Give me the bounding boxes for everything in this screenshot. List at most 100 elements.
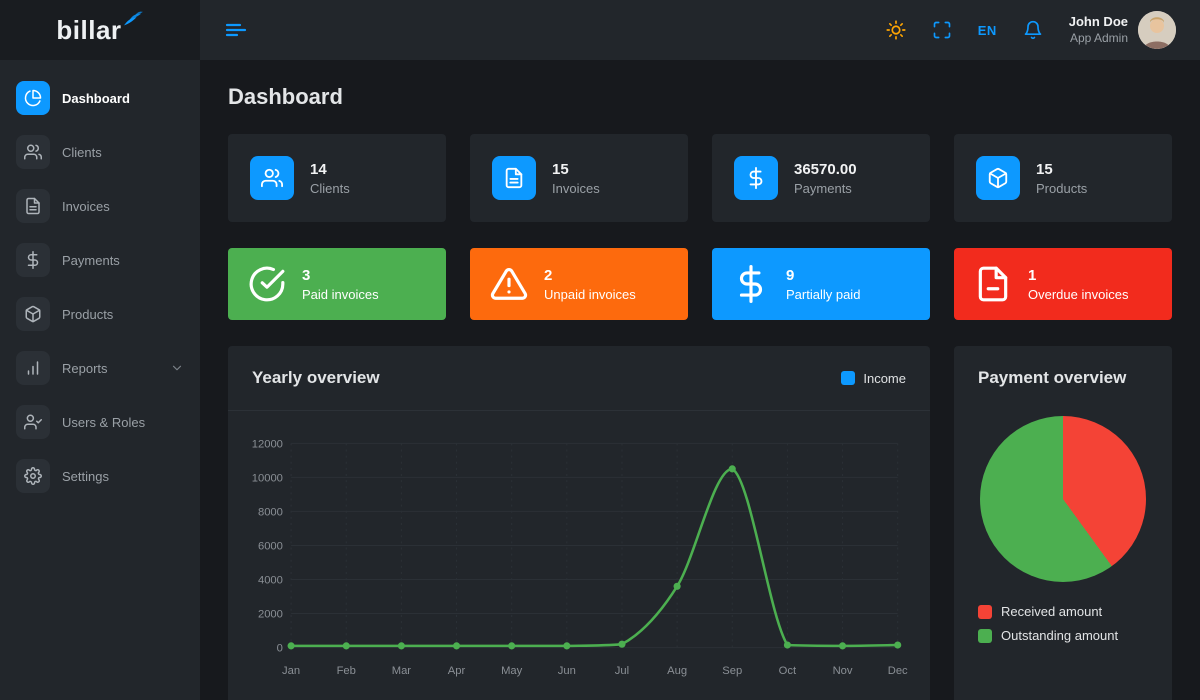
sidebar-item-label: Products <box>62 306 114 322</box>
line-chart: 0 2000 4000 6000 8000 10000 12000 Jan Feb Mar Apr M… <box>228 411 930 684</box>
check-circle-icon <box>248 265 286 303</box>
sidebar-item-clients[interactable]: Clients <box>0 128 200 176</box>
avatar[interactable] <box>1138 11 1176 49</box>
box-icon <box>976 156 1020 200</box>
status-card-overdue: 1 Overdue invoices <box>954 248 1172 320</box>
outstanding-label: Outstanding amount <box>1001 628 1119 643</box>
income-legend-swatch <box>841 371 856 385</box>
language-selector[interactable]: EN <box>977 22 997 38</box>
status-label: Partially paid <box>786 286 861 302</box>
user-check-icon <box>16 405 50 439</box>
gear-icon <box>16 459 50 493</box>
yearly-overview-card: Yearly overview Income 0 2000 4000 6000 8000… <box>228 346 930 700</box>
svg-text:Jan: Jan <box>282 665 300 677</box>
status-cards-row: 3 Paid invoices 2 Unpaid invoices 9 Partial… <box>228 248 1172 320</box>
svg-text:4000: 4000 <box>258 575 283 587</box>
svg-text:12000: 12000 <box>252 438 283 450</box>
file-text-icon <box>492 156 536 200</box>
stat-label: Products <box>1036 180 1088 196</box>
sidebar-item-label: Dashboard <box>62 90 130 106</box>
sidebar-item-payments[interactable]: Payments <box>0 236 200 284</box>
pie-legend: Received amount Outstanding amount <box>954 604 1172 643</box>
status-card-unpaid: 2 Unpaid invoices <box>470 248 688 320</box>
stat-value: 15 <box>1036 160 1053 178</box>
sidebar-item-label: Settings <box>62 468 109 484</box>
sidebar-item-dashboard[interactable]: Dashboard <box>0 74 200 122</box>
status-value: 3 <box>302 266 311 284</box>
topbar: billar EN John Doe App Admin <box>0 0 1200 60</box>
file-minus-icon <box>974 265 1012 303</box>
stat-cards-row: 14 Clients 15 Invoices 36570.00 Payments 15… <box>228 134 1172 222</box>
chart-title: Yearly overview <box>252 368 380 387</box>
theme-toggle-sun-icon[interactable] <box>886 20 906 40</box>
svg-text:May: May <box>501 665 523 677</box>
brand-logo[interactable]: billar <box>0 0 200 60</box>
chart-legend: Income <box>841 371 906 386</box>
income-legend-label: Income <box>863 370 906 386</box>
sidebar-item-users-roles[interactable]: Users & Roles <box>0 398 200 446</box>
sidebar-item-label: Payments <box>62 252 120 268</box>
dollar-icon <box>734 156 778 200</box>
main-content: Dashboard 14 Clients 15 Invoices 36570.00 P… <box>200 60 1200 700</box>
file-text-icon <box>16 189 50 223</box>
status-value: 2 <box>544 266 553 284</box>
svg-text:Sep: Sep <box>722 665 742 677</box>
svg-text:8000: 8000 <box>258 507 283 519</box>
fullscreen-icon[interactable] <box>932 20 952 40</box>
stat-card-invoices: 15 Invoices <box>470 134 688 222</box>
alert-triangle-icon <box>490 265 528 303</box>
received-label: Received amount <box>1001 604 1103 619</box>
received-swatch <box>978 604 992 619</box>
sidebar-item-products[interactable]: Products <box>0 290 200 338</box>
legend-item-received: Received amount <box>978 604 1148 619</box>
svg-text:10000: 10000 <box>252 472 283 484</box>
user-role: App Admin <box>1069 30 1128 45</box>
pie-chart <box>980 416 1146 582</box>
sidebar-item-reports[interactable]: Reports <box>0 344 200 392</box>
box-icon <box>16 297 50 331</box>
stat-value: 14 <box>310 160 327 178</box>
svg-text:Nov: Nov <box>833 665 853 677</box>
chevron-down-icon <box>170 361 184 375</box>
page-title: Dashboard <box>228 84 343 109</box>
sidebar-item-settings[interactable]: Settings <box>0 452 200 500</box>
svg-text:Oct: Oct <box>779 665 797 677</box>
brand-name: billar <box>56 14 122 45</box>
users-icon <box>16 135 50 169</box>
stat-label: Invoices <box>552 180 600 196</box>
status-card-partial: 9 Partially paid <box>712 248 930 320</box>
pie-title: Payment overview <box>978 368 1127 387</box>
svg-text:Apr: Apr <box>448 665 466 677</box>
svg-text:Jun: Jun <box>558 665 576 677</box>
user-menu[interactable]: John Doe App Admin <box>1069 11 1176 49</box>
payment-overview-card: Payment overview Received amount Outstan… <box>954 346 1172 700</box>
notifications-bell-icon[interactable] <box>1023 20 1043 40</box>
svg-text:6000: 6000 <box>258 541 283 553</box>
stat-label: Clients <box>310 180 350 196</box>
stat-value: 36570.00 <box>794 160 857 178</box>
status-value: 1 <box>1028 266 1037 284</box>
outstanding-swatch <box>978 628 992 643</box>
bar-chart-icon <box>16 351 50 385</box>
users-icon <box>250 156 294 200</box>
svg-text:2000: 2000 <box>258 609 283 621</box>
status-card-paid: 3 Paid invoices <box>228 248 446 320</box>
sidebar-toggle-icon[interactable] <box>224 18 248 42</box>
sidebar-item-label: Clients <box>62 144 102 160</box>
svg-text:Jul: Jul <box>615 665 629 677</box>
sidebar-item-label: Reports <box>62 360 108 376</box>
user-name: John Doe <box>1068 14 1128 30</box>
stat-label: Payments <box>794 180 852 196</box>
brand-flame-icon <box>122 11 144 34</box>
status-label: Paid invoices <box>302 286 379 302</box>
dollar-icon <box>732 265 770 303</box>
sidebar-item-invoices[interactable]: Invoices <box>0 182 200 230</box>
status-label: Unpaid invoices <box>544 286 636 302</box>
svg-text:Dec: Dec <box>888 665 908 677</box>
svg-text:Aug: Aug <box>667 665 687 677</box>
line-chart-svg: 0 2000 4000 6000 8000 10000 12000 Jan Feb Mar Apr M… <box>252 438 908 677</box>
topbar-main: EN John Doe App Admin <box>200 0 1200 60</box>
sidebar: Dashboard Clients Invoices Payments Prod… <box>0 60 200 700</box>
stat-card-clients: 14 Clients <box>228 134 446 222</box>
svg-text:Feb: Feb <box>337 665 356 677</box>
